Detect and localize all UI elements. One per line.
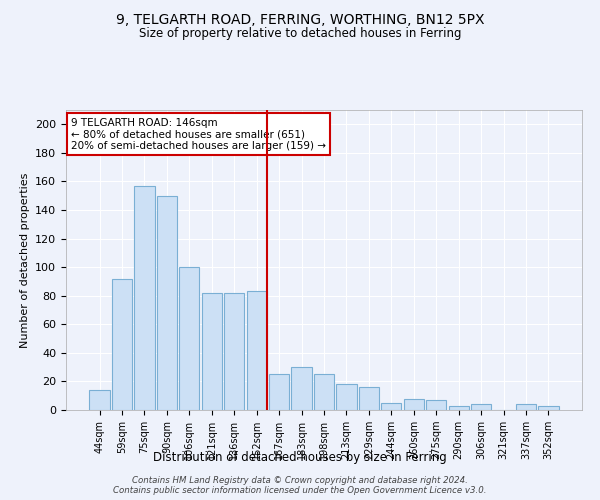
Bar (404, 398, 424, 410)
Bar (247, 292, 267, 410)
Y-axis label: Number of detached properties: Number of detached properties (20, 172, 29, 348)
Text: 9, TELGARTH ROAD, FERRING, WORTHING, BN12 5PX: 9, TELGARTH ROAD, FERRING, WORTHING, BN1… (116, 12, 484, 26)
Bar (471, 404, 491, 410)
Bar (157, 196, 177, 410)
Text: Contains HM Land Registry data © Crown copyright and database right 2024.: Contains HM Land Registry data © Crown c… (132, 476, 468, 485)
Bar (449, 406, 469, 410)
Bar (314, 374, 334, 410)
Bar (112, 278, 132, 410)
Bar (269, 374, 289, 410)
Bar (292, 367, 311, 410)
Bar (426, 400, 446, 410)
Text: Contains public sector information licensed under the Open Government Licence v3: Contains public sector information licen… (113, 486, 487, 495)
Bar (134, 186, 155, 410)
Text: Size of property relative to detached houses in Ferring: Size of property relative to detached ho… (139, 28, 461, 40)
Bar (224, 293, 244, 410)
Bar (516, 404, 536, 410)
Bar (202, 293, 222, 410)
Bar (381, 403, 401, 410)
Text: 9 TELGARTH ROAD: 146sqm
← 80% of detached houses are smaller (651)
20% of semi-d: 9 TELGARTH ROAD: 146sqm ← 80% of detache… (71, 118, 326, 150)
Text: Distribution of detached houses by size in Ferring: Distribution of detached houses by size … (153, 451, 447, 464)
Bar (538, 406, 559, 410)
Bar (337, 384, 356, 410)
Bar (89, 390, 110, 410)
Bar (359, 387, 379, 410)
Bar (179, 267, 199, 410)
